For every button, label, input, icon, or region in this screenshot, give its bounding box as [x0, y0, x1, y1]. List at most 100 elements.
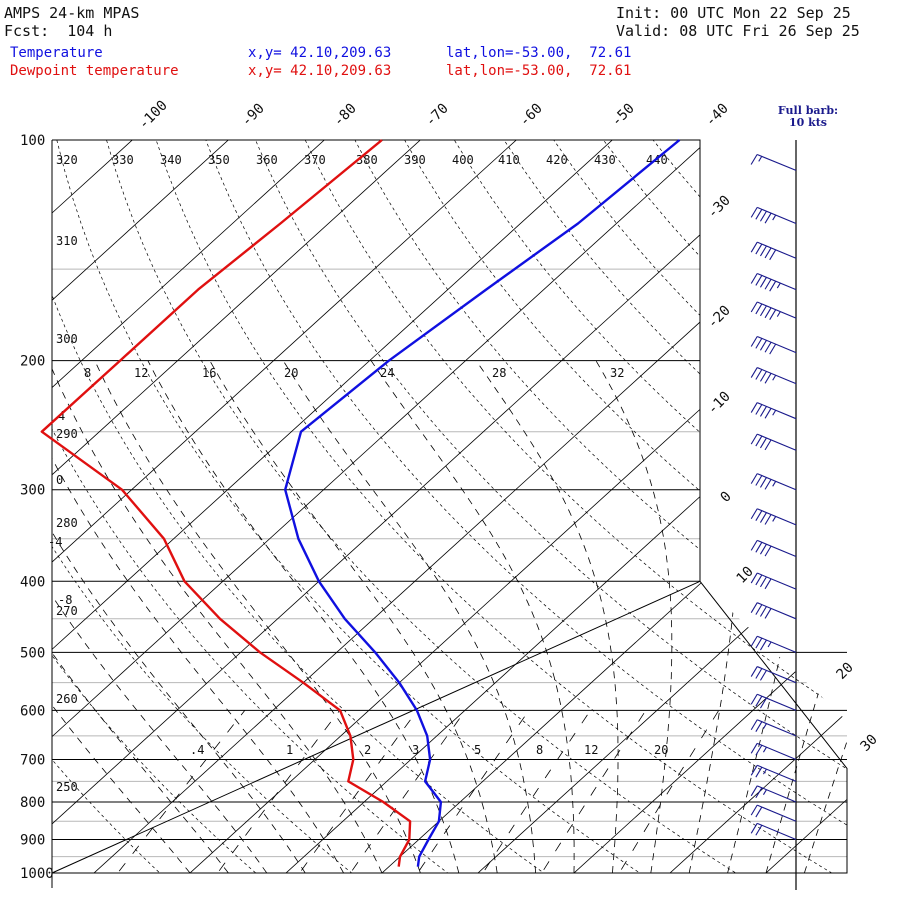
isotherm-line — [556, 140, 847, 873]
dry-adiabat-label: 280 — [56, 516, 78, 530]
mixing-ratio-line — [609, 710, 720, 873]
isotherm-label: 10 — [734, 564, 757, 587]
mixing-ratio-line — [406, 710, 530, 873]
wind-barb — [750, 539, 797, 557]
dry-adiabat-line — [503, 140, 847, 873]
dry-adiabat-line — [106, 140, 761, 873]
moist-adiabat-line — [147, 360, 460, 873]
dry-adiabat-line — [702, 140, 847, 873]
isotherm-label: -40 — [703, 101, 732, 130]
dry-adiabat-label: 290 — [56, 427, 78, 441]
valid-time: Valid: 08 UTC Fri 26 Sep 25 — [616, 22, 860, 40]
wind-barb — [750, 822, 797, 840]
moist-adiabat-line — [52, 360, 383, 873]
dry-adiabat-line — [52, 140, 274, 873]
isotherm-line — [172, 140, 847, 873]
dry-adiabat-label: 420 — [546, 153, 568, 167]
dry-adiabat-line — [52, 140, 566, 873]
dry-adiabat-line — [354, 140, 847, 873]
pressure-label: 1000 — [20, 866, 54, 882]
moist-adiabat-line — [765, 360, 847, 873]
isotherm-line — [52, 140, 554, 873]
model-title: AMPS 24-km MPAS — [4, 4, 140, 22]
dry-adiabat-label: 300 — [56, 332, 78, 346]
wind-barb — [750, 473, 797, 491]
isotherm-label: 20 — [834, 660, 857, 683]
isotherm-label: -20 — [705, 303, 734, 332]
isotherm-line — [52, 140, 842, 873]
pressure-label: 900 — [20, 832, 45, 848]
dry-adiabat-label: 430 — [594, 153, 616, 167]
mixing-ratio-label: 32 — [610, 366, 624, 380]
dry-adiabat-line — [801, 140, 847, 873]
mixing-ratio-label: 20 — [654, 743, 668, 757]
dry-adiabat-line — [304, 140, 847, 873]
init-time: Init: 00 UTC Mon 22 Sep 25 — [616, 4, 851, 22]
pressure-label: 400 — [20, 574, 45, 590]
mixing-ratio-label: 12 — [134, 366, 148, 380]
isotherm-line — [460, 140, 847, 873]
isotherm-line — [76, 140, 847, 873]
mixing-ratio-label: 12 — [584, 743, 598, 757]
wind-barb — [750, 206, 797, 225]
isotherm-label: -90 — [239, 101, 268, 130]
dry-adiabat-label: 310 — [56, 234, 78, 248]
mixing-ratio-line — [339, 710, 466, 873]
wind-barb — [750, 402, 797, 420]
wind-barb — [750, 335, 797, 355]
plot-border — [51, 139, 848, 874]
dry-adiabat-label: 320 — [56, 153, 78, 167]
mixing-ratio-line — [105, 710, 246, 873]
isotherm-line — [844, 140, 847, 873]
minor-pressure-lines — [52, 268, 847, 858]
mixing-ratio-label: .4 — [190, 743, 204, 757]
moist-adiabat-line — [804, 360, 847, 873]
dry-adiabat-label: 330 — [112, 153, 134, 167]
mixing-ratio-line — [472, 710, 591, 873]
isotherm-label: -60 — [517, 101, 546, 130]
mixing-ratio-line — [205, 710, 340, 873]
wind-barb — [750, 433, 797, 451]
isotherm-label: -100 — [136, 98, 171, 133]
wind-barbs — [750, 153, 797, 840]
mixing-ratio-line — [531, 710, 647, 873]
moist-adiabat-line — [727, 360, 823, 873]
mixing-ratio-label: 8 — [84, 366, 91, 380]
barb-note-line1: Full barb: — [778, 104, 838, 117]
pressure-label: 800 — [20, 795, 45, 811]
dry-adiabat-line — [52, 140, 177, 873]
wind-barb — [750, 301, 797, 320]
dry-adiabat-line — [155, 140, 847, 873]
wind-barb — [750, 804, 797, 822]
pressure-label: 700 — [20, 752, 45, 768]
isotherm-label: 30 — [858, 732, 881, 755]
wind-barb — [750, 719, 797, 737]
sounding-series — [40, 139, 681, 867]
isotherm-label: -50 — [609, 101, 638, 130]
wind-barb — [750, 153, 797, 171]
moist-adiabat-line — [52, 360, 306, 873]
dry-adiabat-label: 350 — [208, 153, 230, 167]
dry-adiabat-line — [52, 140, 469, 873]
mixing-ratio-label: 5 — [474, 743, 481, 757]
dry-adiabat-line — [553, 140, 847, 873]
moist-adiabat-line — [688, 360, 739, 873]
wind-barb — [750, 785, 797, 803]
temperature-xy: x,y= 42.10,209.63 — [248, 45, 392, 61]
dry-adiabat-line — [852, 140, 900, 889]
moist-adiabat-line — [475, 360, 619, 873]
wind-barb — [750, 241, 797, 261]
isotherm-line — [52, 140, 746, 873]
mixing-ratio-line — [288, 710, 418, 873]
dry-adiabat-label: 360 — [256, 153, 278, 167]
mixing-ratio-label: 3 — [412, 743, 419, 757]
isotherm-line — [52, 140, 650, 873]
wind-barb — [750, 764, 797, 782]
wind-barb — [750, 272, 797, 292]
wind-barb — [750, 635, 797, 653]
isotherm-label: -80 — [331, 101, 360, 130]
wind-barb — [750, 666, 797, 684]
isotherm-line — [364, 140, 847, 873]
isotherm-line — [52, 140, 362, 873]
